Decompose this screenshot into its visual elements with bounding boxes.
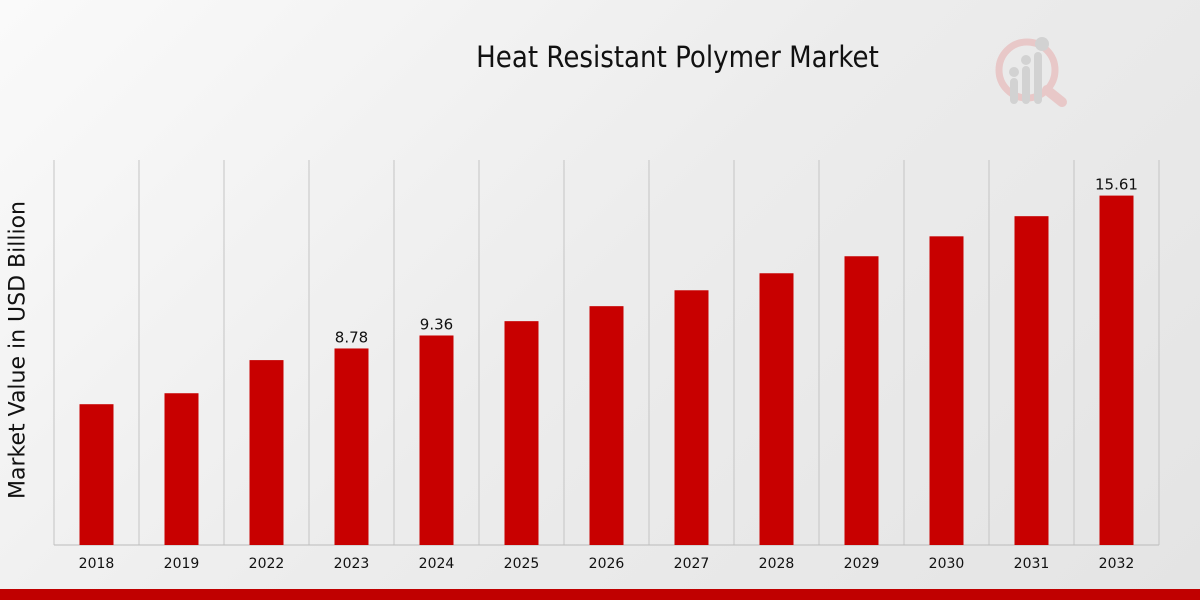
bar-2019 (164, 393, 199, 545)
data-label: 15.61 (1095, 176, 1138, 194)
x-tick-label: 2029 (844, 556, 880, 572)
bar-2018 (79, 404, 114, 545)
x-tick-label: 2030 (929, 556, 965, 572)
x-tick-label: 2024 (419, 556, 455, 572)
bar-2025 (504, 321, 539, 545)
x-tick-label: 2022 (249, 556, 285, 572)
x-tick-label: 2027 (674, 556, 710, 572)
bar-2029 (844, 256, 879, 545)
x-tick-label: 2026 (589, 556, 625, 572)
bar-2027 (674, 290, 709, 545)
bar-2026 (589, 306, 624, 545)
bar-2030 (929, 236, 964, 545)
x-tick-label: 2018 (79, 556, 115, 572)
x-tick-label: 2019 (164, 556, 200, 572)
data-label: 8.78 (335, 328, 368, 346)
bar-2032 (1099, 195, 1134, 545)
logo-icon (995, 37, 1067, 107)
x-tick-label: 2025 (504, 556, 540, 572)
bar-2022 (249, 360, 284, 545)
bar-2028 (759, 273, 794, 545)
x-tick-label: 2023 (334, 556, 370, 572)
x-tick-label: 2032 (1099, 556, 1135, 572)
footer-bar (0, 589, 1200, 600)
bar-2023 (334, 348, 369, 545)
x-tick-label: 2028 (759, 556, 795, 572)
bar-2031 (1014, 216, 1049, 545)
x-tick-label: 2031 (1014, 556, 1050, 572)
data-label: 9.36 (420, 315, 453, 333)
chart-title: Heat Resistant Polymer Market (476, 40, 879, 74)
bar-2024 (419, 335, 454, 545)
